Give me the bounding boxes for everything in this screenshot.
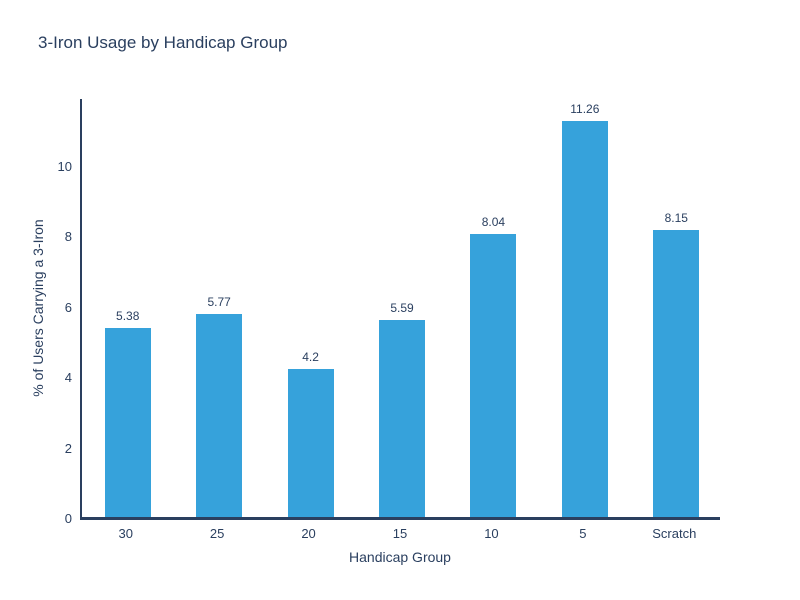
x-tick-label: 25 bbox=[209, 526, 225, 541]
y-tick-label: 0 bbox=[64, 511, 72, 526]
bar-30 bbox=[104, 327, 151, 517]
y-tick-label: 8 bbox=[64, 229, 72, 245]
bar-value-label: 8.04 bbox=[481, 214, 506, 229]
x-tick-label: 20 bbox=[301, 526, 316, 541]
bar-10 bbox=[470, 233, 517, 517]
x-tick-label: 5 bbox=[579, 526, 587, 541]
bar-value-label: 8.15 bbox=[664, 211, 688, 226]
bar-15 bbox=[379, 320, 425, 517]
y-tick-label: 6 bbox=[64, 299, 72, 315]
y-tick-label: 2 bbox=[64, 440, 72, 456]
bar-value-label: 5.59 bbox=[390, 301, 414, 316]
bar-value-label: 5.77 bbox=[207, 294, 231, 309]
chart-title: 3-Iron Usage by Handicap Group bbox=[38, 33, 288, 52]
bar-value-label: 5.38 bbox=[116, 308, 140, 323]
x-tick-label: Scratch bbox=[652, 526, 697, 541]
bar-value-label: 11.26 bbox=[570, 101, 600, 116]
y-tick-label: 10 bbox=[57, 158, 72, 174]
bar-value-label: 4.2 bbox=[302, 350, 319, 365]
x-tick-label: 10 bbox=[484, 526, 499, 541]
bar-5 bbox=[561, 120, 608, 517]
x-axis-title: Handicap Group bbox=[349, 549, 451, 565]
x-tick-label: 15 bbox=[392, 526, 408, 541]
x-tick-label: 30 bbox=[118, 526, 133, 541]
plot-area: 5.38 5.77 4.2 5.59 8.04 11.26 8.15 bbox=[80, 99, 720, 520]
y-tick-label: 4 bbox=[64, 370, 72, 386]
bar-20 bbox=[287, 369, 334, 517]
bar-25 bbox=[196, 313, 243, 517]
bar-Scratch bbox=[653, 230, 700, 517]
